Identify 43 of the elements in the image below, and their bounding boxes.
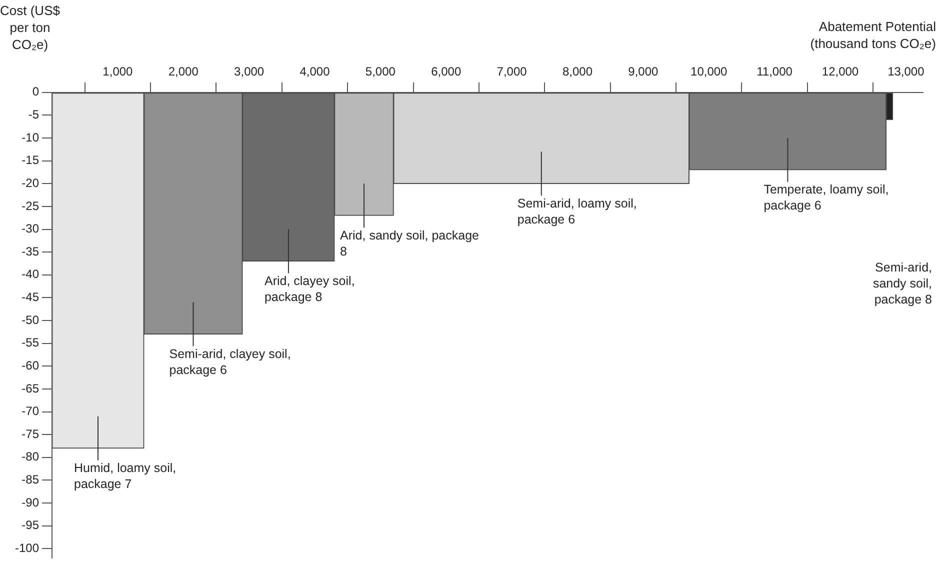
annotation: Semi-arid, loamy soil, package 6 — [517, 196, 637, 226]
y-tick-label: -15 — [22, 153, 40, 168]
y-tick-label: -90 — [22, 495, 40, 510]
x-tick-label: 7,000 — [496, 64, 528, 79]
x-tick-label: 2,000 — [168, 64, 199, 79]
annotation: Arid, sandy soil, package 8 — [340, 228, 480, 258]
y-tick-label: -85 — [22, 472, 40, 487]
x-tick-label: 1,000 — [102, 64, 134, 79]
y-tick-label: -60 — [22, 358, 40, 372]
y-tick-label: -40 — [22, 267, 40, 282]
x-tick-label: 13,000 — [888, 64, 925, 79]
annotation: Semi-arid, sandy soil, package 8 — [872, 260, 932, 307]
x-tick-label: 12,000 — [822, 64, 859, 79]
x-tick-label: 9,000 — [628, 64, 659, 79]
y-tick-label: -80 — [22, 450, 40, 464]
y-tick-label: -35 — [22, 244, 40, 258]
y-tick-label: -70 — [22, 404, 40, 418]
annotation: Arid, clayey soil, package 8 — [264, 274, 355, 304]
x-tick-label: 11,000 — [756, 64, 793, 79]
y-tick-label: -50 — [22, 312, 40, 327]
x-axis-title: Abatement Potential (thousand tons CO₂e) — [809, 18, 936, 52]
x-tick-label: 10,000 — [690, 64, 728, 79]
y-tick-label: -20 — [22, 176, 40, 190]
annotation: Humid, loamy soil, package 7 — [74, 460, 176, 491]
x-tick-label: 8,000 — [562, 64, 593, 79]
annotation: Semi-arid, clayey soil, package 6 — [169, 346, 291, 377]
y-tick-label: -10 — [22, 130, 40, 144]
x-tick-label: 3,000 — [234, 64, 264, 79]
y-axis-title: Cost (US$ per ton CO₂e) — [0, 2, 60, 53]
y-tick-label: -25 — [22, 198, 40, 213]
y-tick-label: 0 — [32, 84, 40, 99]
x-tick-label: 4,000 — [300, 64, 330, 79]
y-tick-label: -45 — [22, 290, 40, 304]
x-tick-label: 6,000 — [431, 64, 462, 79]
y-tick-label: -95 — [22, 518, 40, 532]
x-tick-label: 5,000 — [365, 64, 396, 79]
y-tick-label: -30 — [22, 222, 40, 236]
y-tick-label: -75 — [22, 426, 40, 441]
y-tick-label: -100 — [14, 540, 40, 555]
y-tick-label: -5 — [28, 108, 40, 122]
y-tick-label: -55 — [22, 336, 40, 350]
y-tick-label: -65 — [22, 381, 40, 396]
annotation: Temperate, loamy soil, package 6 — [764, 182, 889, 213]
